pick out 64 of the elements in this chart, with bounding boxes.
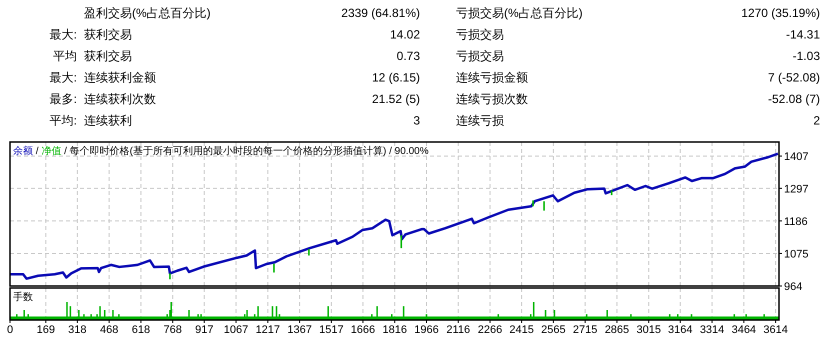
text: 7 (-52.08) [768, 70, 820, 84]
y-tick-label: 1407 [784, 151, 808, 164]
chart-subtitle: / 每个即时价格(基于所有可利用的最小时段的每一个价格的分形插值计算) / 90.00% [61, 145, 429, 157]
x-tick-label: 2266 [478, 324, 502, 336]
x-tick-label: 917 [195, 324, 214, 336]
text: 获利交易 [84, 28, 132, 42]
x-tick-label: 169 [36, 324, 55, 336]
text: -52.08 (7) [768, 92, 820, 106]
text: -14.31 [786, 28, 820, 42]
annotation: / [33, 146, 42, 157]
x-tick-label: 618 [132, 324, 150, 336]
text: 亏损交易 [456, 49, 504, 63]
y-tick-label: 1075 [784, 248, 808, 260]
text: 12 (6.15) [372, 70, 420, 84]
x-tick-label: 1367 [287, 324, 312, 336]
x-tick-label: 1217 [256, 324, 280, 336]
text: 3 [413, 114, 420, 128]
text: 2339 (64.81%) [341, 6, 420, 20]
text: 最大: [50, 28, 77, 42]
x-tick-label: 3464 [732, 324, 756, 336]
x-tick-label: 2415 [509, 324, 534, 336]
text: 亏损交易(%占总百分比) [456, 6, 583, 20]
text: 获利交易 [84, 49, 132, 63]
x-tick-label: 2116 [446, 324, 470, 336]
x-tick-label: 1517 [319, 324, 344, 336]
text: 连续亏损金额 [456, 70, 528, 84]
text: 平均: [50, 114, 77, 128]
x-tick-label: 3314 [700, 324, 724, 336]
x-tick-label: 3164 [668, 324, 693, 336]
x-tick-label: 3614 [763, 324, 788, 336]
x-tick-label: 1966 [414, 324, 439, 336]
x-tick-label: 2715 [572, 324, 598, 336]
text: 0.73 [396, 49, 420, 63]
text: 盈利交易(%占总百分比) [84, 6, 211, 20]
text: 平均 [53, 49, 77, 63]
text: 2 [813, 114, 820, 128]
text: 最多: [50, 92, 77, 106]
y-tick-label: 964 [784, 281, 802, 293]
y-tick-label: 1186 [784, 216, 808, 228]
text: 最大: [50, 70, 77, 84]
text: 1270 (35.19%) [741, 6, 820, 20]
text: 余额 [13, 145, 33, 157]
x-tick-label: 768 [164, 324, 182, 336]
text: 连续获利金额 [84, 70, 156, 84]
x-tick-label: 0 [6, 324, 14, 336]
text: 21.52 (5) [372, 92, 420, 106]
chart-title: 手数 [13, 291, 33, 303]
text: 连续获利 [84, 114, 132, 128]
x-tick-label: 1666 [350, 324, 376, 336]
x-tick-label: 2865 [604, 324, 630, 336]
x-tick-label: 2565 [541, 324, 566, 336]
text: 净值 [41, 145, 62, 157]
x-tick-label: 1067 [224, 324, 248, 336]
text: -1.03 [792, 49, 820, 63]
x-tick-label: 1816 [382, 324, 407, 336]
text: 连续获利次数 [84, 92, 156, 106]
text: 亏损交易 [456, 28, 504, 42]
x-tick-label: 3015 [636, 324, 661, 336]
x-tick-label: 318 [68, 324, 87, 336]
text: 14.02 [390, 28, 420, 42]
text: 连续亏损次数 [456, 92, 528, 106]
text: 连续亏损 [456, 114, 504, 128]
y-tick-label: 1297 [784, 183, 808, 196]
x-tick-label: 468 [100, 324, 118, 336]
